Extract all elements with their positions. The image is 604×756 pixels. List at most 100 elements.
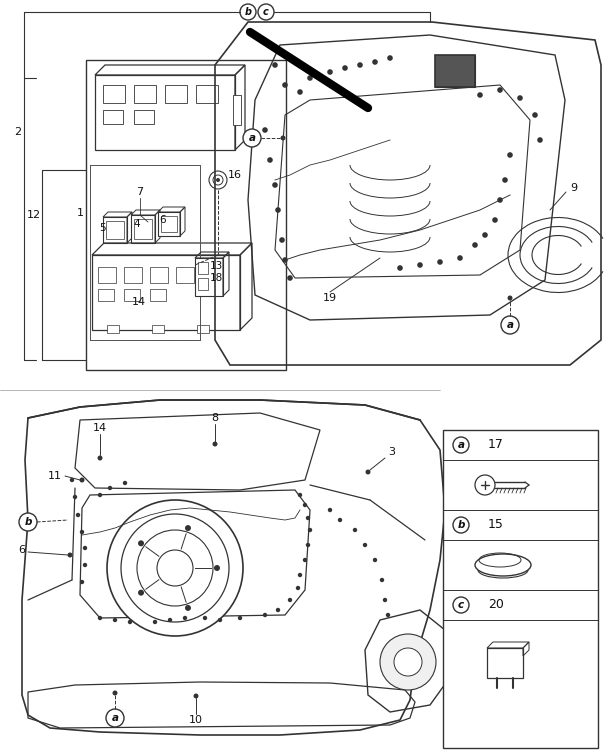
Bar <box>98 267 116 283</box>
Bar <box>198 262 208 274</box>
Circle shape <box>214 565 220 571</box>
Bar <box>124 267 142 283</box>
Circle shape <box>112 690 118 696</box>
Bar <box>158 212 180 236</box>
Circle shape <box>437 259 443 265</box>
Bar <box>435 55 475 87</box>
Circle shape <box>303 503 307 507</box>
Circle shape <box>282 257 288 263</box>
Circle shape <box>327 70 333 75</box>
Circle shape <box>213 442 217 447</box>
Text: 13: 13 <box>210 261 223 271</box>
Circle shape <box>373 558 378 562</box>
Bar <box>487 648 523 678</box>
Circle shape <box>492 217 498 223</box>
Text: 15: 15 <box>488 519 504 531</box>
Circle shape <box>106 709 124 727</box>
Circle shape <box>209 171 227 189</box>
Circle shape <box>83 546 87 550</box>
Circle shape <box>157 550 193 586</box>
Bar <box>92 255 240 330</box>
Circle shape <box>98 493 102 497</box>
Circle shape <box>138 590 144 596</box>
Circle shape <box>121 514 229 622</box>
Circle shape <box>357 62 363 68</box>
Circle shape <box>280 135 286 141</box>
Circle shape <box>267 157 273 163</box>
Circle shape <box>240 4 256 20</box>
Circle shape <box>297 89 303 94</box>
Bar <box>152 325 164 333</box>
Circle shape <box>502 177 508 183</box>
Circle shape <box>83 562 87 567</box>
Bar <box>161 216 177 232</box>
Circle shape <box>453 597 469 613</box>
Circle shape <box>76 513 80 517</box>
Bar <box>443 430 598 748</box>
Text: 1: 1 <box>77 208 83 218</box>
Circle shape <box>243 129 261 147</box>
Circle shape <box>282 82 288 88</box>
Text: 3: 3 <box>388 447 396 457</box>
Circle shape <box>275 207 281 212</box>
Circle shape <box>288 598 292 603</box>
Circle shape <box>258 4 274 20</box>
Bar <box>176 267 194 283</box>
Text: b: b <box>245 7 251 17</box>
Bar <box>124 289 140 301</box>
Bar <box>233 95 241 125</box>
Circle shape <box>453 517 469 533</box>
Circle shape <box>272 182 278 187</box>
Bar <box>90 165 200 340</box>
Circle shape <box>168 618 172 622</box>
Bar <box>435 55 475 87</box>
Text: 7: 7 <box>137 187 144 197</box>
Circle shape <box>306 543 310 547</box>
Circle shape <box>185 525 191 531</box>
Circle shape <box>303 558 307 562</box>
Circle shape <box>138 541 144 547</box>
Text: 9: 9 <box>570 183 577 193</box>
Circle shape <box>457 256 463 261</box>
Circle shape <box>272 62 278 68</box>
Text: c: c <box>263 7 269 17</box>
Circle shape <box>263 613 267 617</box>
Text: 5: 5 <box>100 223 106 233</box>
Bar <box>131 215 155 243</box>
Circle shape <box>363 543 367 547</box>
Text: b: b <box>457 520 464 530</box>
Text: 10: 10 <box>189 715 203 725</box>
Circle shape <box>387 55 393 60</box>
Circle shape <box>218 618 222 622</box>
Circle shape <box>80 580 84 584</box>
Bar <box>134 110 154 124</box>
Bar <box>150 289 166 301</box>
Circle shape <box>417 262 423 268</box>
Circle shape <box>80 530 84 534</box>
Circle shape <box>185 605 191 611</box>
Text: 8: 8 <box>211 413 219 423</box>
Circle shape <box>128 620 132 624</box>
Circle shape <box>19 513 37 531</box>
Text: 2: 2 <box>14 127 22 137</box>
Circle shape <box>107 500 243 636</box>
Circle shape <box>137 530 213 606</box>
Circle shape <box>203 616 207 620</box>
Circle shape <box>517 95 523 101</box>
Text: 6: 6 <box>159 215 166 225</box>
Circle shape <box>353 528 357 532</box>
Text: 19: 19 <box>323 293 337 303</box>
Bar <box>197 325 209 333</box>
Circle shape <box>507 296 513 300</box>
Circle shape <box>328 508 332 513</box>
Bar <box>103 217 127 243</box>
Text: 18: 18 <box>210 273 223 283</box>
Bar <box>106 221 124 239</box>
Text: 20: 20 <box>488 599 504 612</box>
Circle shape <box>298 493 302 497</box>
Bar <box>202 267 220 283</box>
Circle shape <box>73 494 77 499</box>
Text: b: b <box>24 517 31 527</box>
Circle shape <box>365 469 370 475</box>
Circle shape <box>477 92 483 98</box>
